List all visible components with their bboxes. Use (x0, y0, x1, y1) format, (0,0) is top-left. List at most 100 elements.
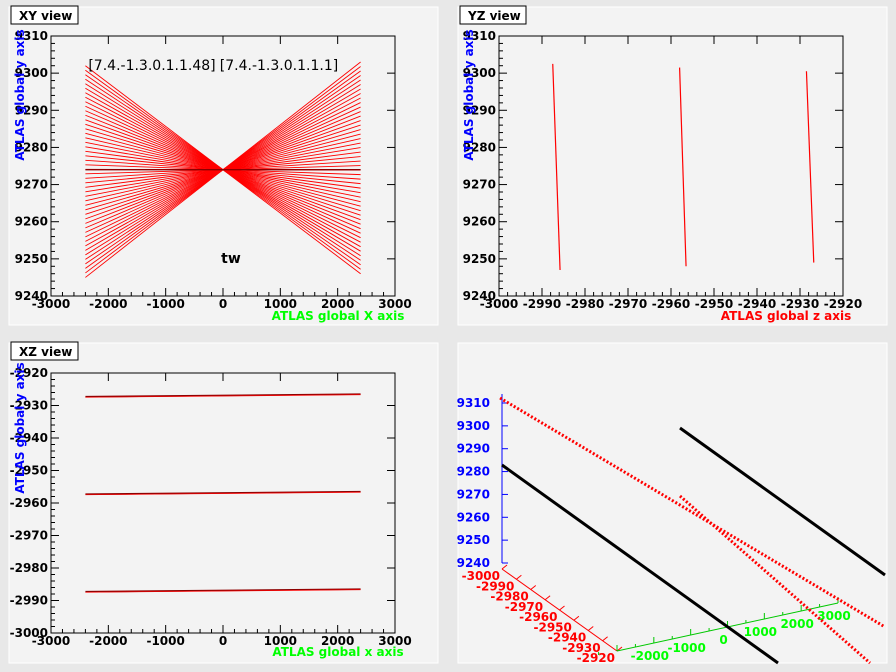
y-tick-label: 9310 (15, 29, 48, 43)
x-tick-label: -2920 (824, 297, 862, 311)
view3d-black-track (501, 463, 779, 665)
y-tick-label: 9260 (463, 215, 496, 229)
y-tick-label: 9290 (15, 103, 48, 117)
panel-yz-view: YZ view -3000 -2990 -2980 -2970 -2960 -2950 -2… (457, 5, 888, 326)
view3d-z-tick-mark (587, 626, 594, 631)
x-tick-label: 2000 (321, 297, 354, 311)
yz-lines (552, 63, 815, 271)
view3d-z-tick-label: -2930 (562, 641, 600, 655)
view3d-z-tick-label: -2970 (505, 600, 543, 614)
view3d-z-tick-mark (602, 636, 608, 642)
view3d-y-tick-label: 9300 (457, 419, 490, 433)
xy-xlabel: ATLAS global X axis (272, 309, 405, 323)
y-tick-label: 9250 (463, 252, 496, 266)
xz-series-line-overlay (85, 491, 361, 496)
x-tick-label: 3000 (378, 634, 411, 648)
xz-series-line-overlay (85, 394, 361, 398)
xy-y-ticks: 9240 9250 9260 9270 9280 9290 9300 9310 (15, 29, 395, 303)
y-tick-label: -2990 (10, 594, 48, 608)
view3d-y-tick-label: 9310 (457, 396, 490, 410)
y-tick-label: -2980 (10, 561, 48, 575)
xz-plot-area (50, 372, 396, 634)
y-tick-label: -2960 (10, 496, 48, 510)
panel-xz-view: XZ view -3000 -2000 -1000 0 1000 2000 3000 -30… (8, 341, 439, 664)
x-tick-label: -2970 (609, 297, 647, 311)
view3d-z-tick-mark (544, 595, 551, 601)
view3d-z-tick-mark (501, 564, 508, 570)
xy-annotation-right: [7.4.-1.3.0.1.1.1] (220, 58, 338, 74)
yz-x-ticks: -3000 -2990 -2980 -2970 -2960 -2950 -2940 -2930… (480, 36, 862, 311)
view3d-x-tick-label: 0 (719, 633, 727, 647)
x-tick-label: 3000 (378, 297, 411, 311)
x-tick-label: 1000 (264, 297, 297, 311)
view3d-x-tick-label: -1000 (667, 641, 705, 655)
y-tick-label: 9300 (463, 66, 496, 80)
y-tick-label: 9270 (15, 178, 48, 192)
y-tick-label: 9270 (463, 178, 496, 192)
y-tick-label: 9280 (463, 140, 496, 154)
y-tick-label: 9250 (15, 252, 48, 266)
view3d-y-tick-label: 9260 (457, 510, 490, 524)
xz-y-ticks: -3000 -2990 -2980 -2970 -2960 -2950 -2940 -2930… (10, 366, 395, 640)
x-tick-label: 0 (219, 634, 227, 648)
view3d-x-tick-label: 3000 (817, 609, 850, 623)
x-tick-label: -3000 (32, 634, 70, 648)
view3d-x-tick-label: 2000 (780, 617, 813, 631)
y-tick-label: 9280 (15, 140, 48, 154)
view3d-y-tick-label: 9270 (457, 487, 490, 501)
xz-title-box (10, 341, 79, 361)
view3d-z-tick-mark (530, 585, 537, 590)
x-tick-label: -2000 (89, 297, 127, 311)
xy-title: XY view (19, 9, 72, 23)
xy-title-box (10, 5, 79, 25)
view3d-black-track (679, 426, 886, 577)
panel-xy-view: XY view -3000 -2000 -1000 0 1000 2000 3000 924… (8, 5, 439, 326)
x-tick-label: -2940 (738, 297, 776, 311)
view3d-y-tick-label: 9240 (457, 556, 490, 570)
yz-xlabel: ATLAS global z axis (721, 309, 851, 323)
y-tick-label: 9310 (463, 29, 496, 43)
yz-plot-area (498, 35, 844, 297)
x-tick-label: -3000 (480, 297, 518, 311)
view3d-x-tick-label: 1000 (744, 625, 777, 639)
y-tick-label: 9290 (463, 103, 496, 117)
xy-annotation-tw: tw (221, 251, 241, 267)
xy-x-ticks: -3000 -2000 -1000 0 1000 2000 3000 (32, 36, 412, 311)
xz-x-ticks: -3000 -2000 -1000 0 1000 2000 3000 (32, 373, 412, 648)
view3d-z-tick-mark (516, 574, 522, 580)
yz-title-box (459, 5, 527, 25)
yz-series-line (805, 71, 815, 263)
view3d-z-tick-mark (559, 605, 565, 611)
x-tick-label: -2990 (523, 297, 561, 311)
xy-ylabel: ATLAS global y axis (13, 29, 27, 160)
panel-3d-frame (457, 342, 888, 664)
x-tick-label: -1000 (146, 634, 184, 648)
view3d-z-tick-label: -2960 (519, 610, 557, 624)
xz-ylabel: ATLAS global y axis (13, 362, 27, 493)
x-tick-label: -2980 (566, 297, 604, 311)
xz-series-line-overlay (85, 589, 361, 593)
y-tick-label: -3000 (10, 626, 48, 640)
view3d-z-tick-mark (573, 615, 580, 621)
xy-annotation-left: [7.4.-1.3.0.1.1.48] (88, 58, 215, 74)
view3d-z-tick-label: -2920 (577, 651, 615, 665)
view3d-z-tick-label: -2950 (533, 620, 571, 634)
y-tick-label: -2970 (10, 529, 48, 543)
view3d-x-tick-label: -2000 (631, 649, 669, 663)
xy-line-fan (85, 61, 361, 278)
x-tick-label: 1000 (264, 634, 297, 648)
view3d-y-tick-label: 9290 (457, 442, 490, 456)
xz-xlabel: ATLAS global x axis (272, 645, 403, 659)
x-tick-label: -3000 (32, 297, 70, 311)
yz-series-line (679, 67, 687, 267)
y-tick-label: 9300 (15, 66, 48, 80)
x-tick-label: -1000 (146, 297, 184, 311)
x-tick-label: -2960 (652, 297, 690, 311)
y-tick-label: -2920 (10, 366, 48, 380)
y-tick-label: 9240 (15, 289, 48, 303)
view3d-z-tick-label: -2990 (476, 579, 514, 593)
view3d-red-track (499, 396, 886, 629)
y-tick-label: 9240 (463, 289, 496, 303)
xz-series-line (85, 393, 361, 398)
